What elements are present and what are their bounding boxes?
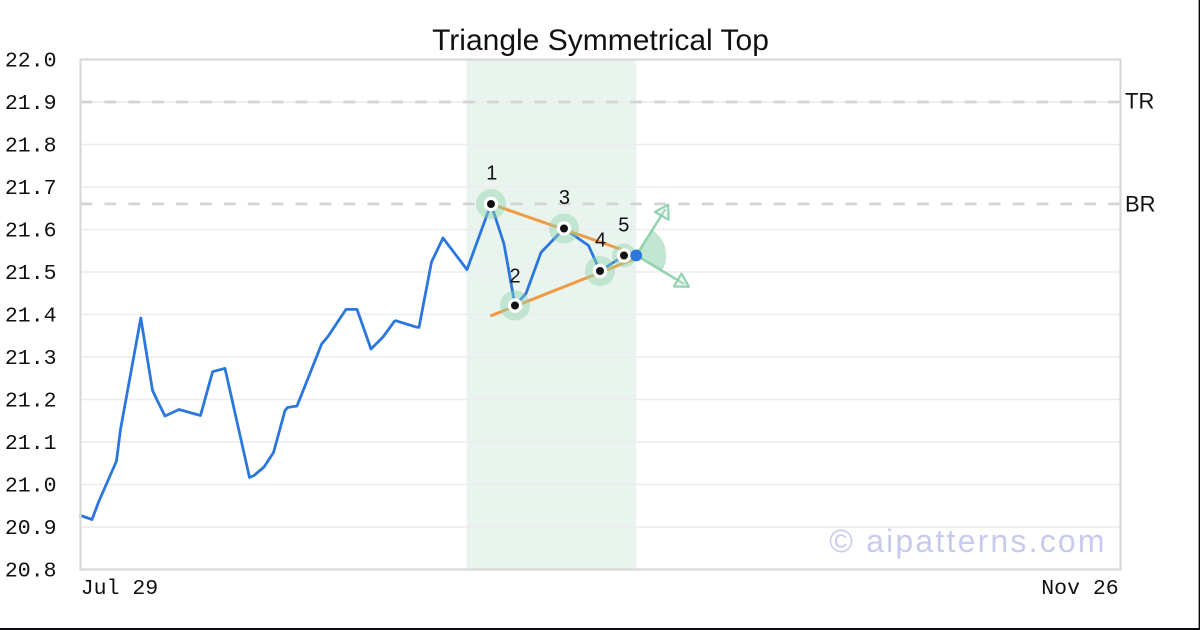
svg-text:21.9: 21.9 — [5, 92, 57, 116]
svg-text:21.4: 21.4 — [5, 305, 57, 329]
svg-text:20.8: 20.8 — [5, 560, 57, 584]
svg-text:21.8: 21.8 — [5, 135, 57, 159]
svg-text:21.2: 21.2 — [5, 390, 57, 414]
svg-text:21.1: 21.1 — [5, 432, 57, 456]
svg-text:Nov 26: Nov 26 — [1041, 577, 1118, 601]
svg-text:5: 5 — [618, 215, 629, 237]
svg-text:3: 3 — [559, 187, 570, 209]
svg-text:22.0: 22.0 — [5, 50, 57, 74]
svg-text:21.5: 21.5 — [5, 262, 57, 286]
svg-text:Jul 29: Jul 29 — [81, 577, 158, 601]
svg-text:BR: BR — [1125, 192, 1156, 217]
svg-text:21.3: 21.3 — [5, 347, 57, 371]
svg-text:21.0: 21.0 — [5, 475, 57, 499]
svg-text:1: 1 — [486, 163, 497, 185]
svg-text:21.7: 21.7 — [5, 177, 57, 201]
svg-text:21.6: 21.6 — [5, 220, 57, 244]
svg-text:4: 4 — [595, 229, 606, 251]
svg-text:Triangle Symmetrical Top: Triangle Symmetrical Top — [432, 24, 769, 57]
svg-text:© aipatterns.com: © aipatterns.com — [829, 523, 1107, 559]
svg-text:2: 2 — [509, 265, 520, 287]
svg-text:TR: TR — [1125, 89, 1154, 114]
svg-text:20.9: 20.9 — [5, 517, 57, 541]
